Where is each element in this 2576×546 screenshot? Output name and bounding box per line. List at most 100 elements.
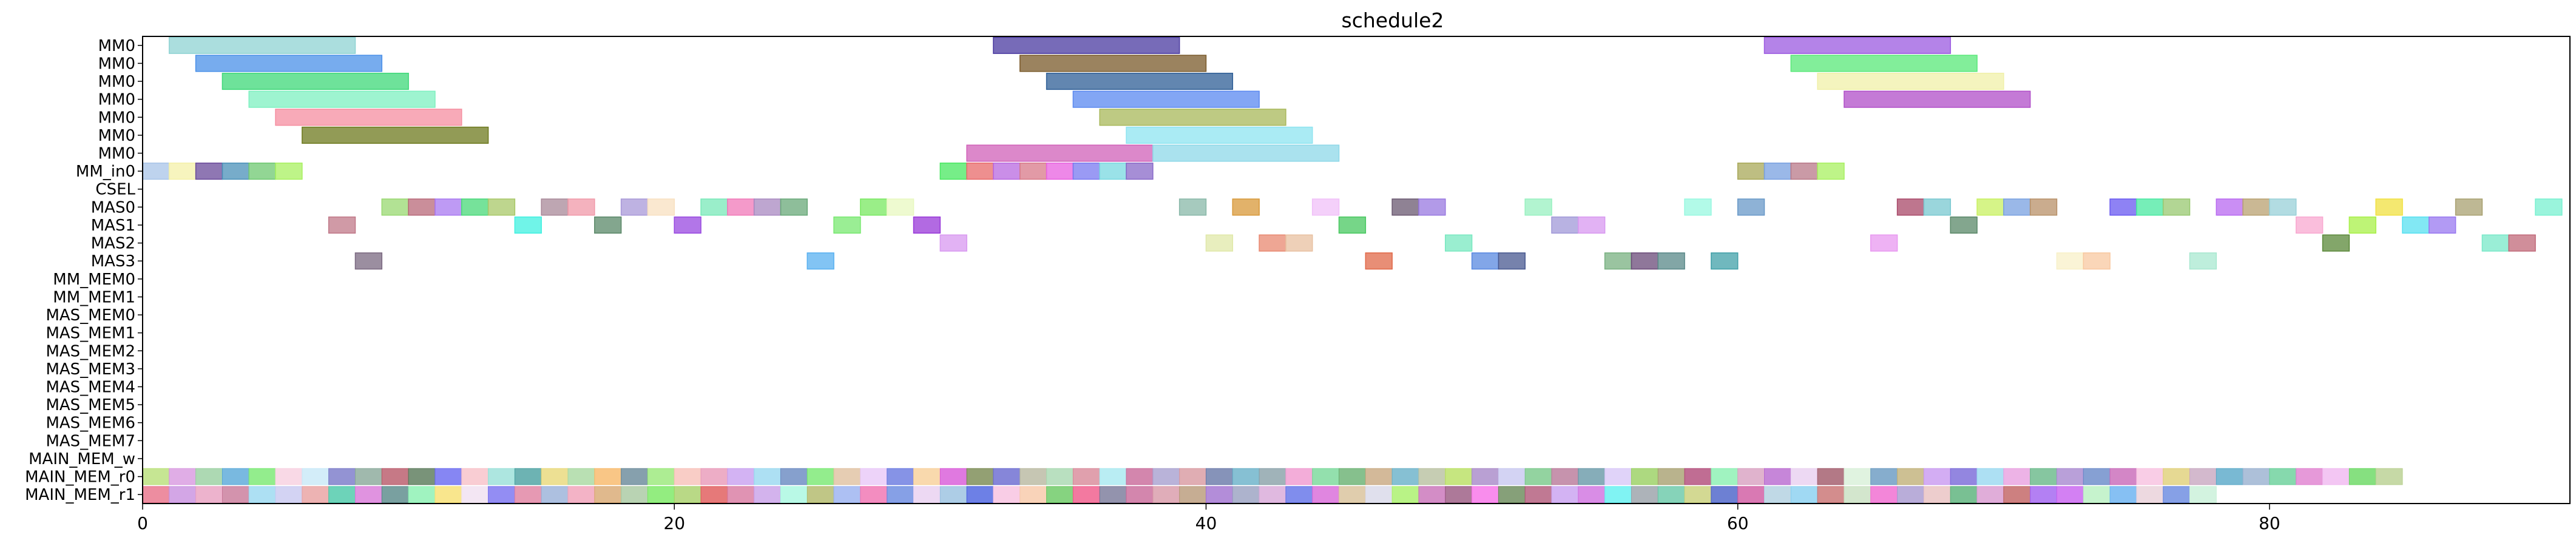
memory-access-bar [221,486,249,504]
memory-access-bar [887,486,914,504]
memory-access-bar [1152,468,1180,485]
plot-frame [142,36,2571,504]
memory-access-bar [354,486,382,504]
task-bar [1551,216,1579,234]
y-tick-label: MAIN_MEM_w [29,450,135,468]
task-bar [2269,198,2297,216]
task-bar [567,198,595,216]
memory-access-bar [700,486,728,504]
task-bar [541,198,569,216]
task-bar [2189,252,2217,270]
task-bar [1019,163,1047,180]
memory-access-bar [2136,486,2164,504]
task-bar [2322,234,2350,252]
task-bar [2056,252,2084,270]
task-bar [620,198,649,216]
y-tick-label: MM0 [98,73,135,91]
memory-access-bar [727,468,755,485]
x-tick-label: 40 [1195,513,1217,533]
memory-access-bar [1445,486,1473,504]
task-bar [939,163,967,180]
task-bar [1976,198,2004,216]
memory-access-bar [2296,468,2324,485]
task-bar [1737,198,1765,216]
task-bar [1099,163,1127,180]
memory-access-bar [1551,486,1579,504]
memory-access-bar [142,468,170,485]
memory-access-bar [1950,486,1978,504]
memory-access-bar [1897,468,1924,485]
y-tick-label: MM0 [98,37,135,55]
memory-access-bar [860,486,888,504]
memory-access-bar [1604,486,1632,504]
y-tick-label: MAS2 [91,235,135,253]
memory-access-bar [887,468,914,485]
memory-access-bar [1418,486,1446,504]
memory-access-bar [1365,486,1393,504]
y-tick-label: MM_MEM0 [53,271,135,289]
x-axis-ticks: 0 20 40 60 80 [137,504,2280,533]
task-bar [1684,198,1712,216]
task-bar [275,163,303,180]
y-tick-label: MAS0 [91,198,135,217]
memory-access-bar [1950,468,1978,485]
y-tick-label: MAS_MEM6 [46,414,135,433]
y-tick-label: MAS_MEM3 [46,360,135,379]
task-bar [700,198,728,216]
memory-access-bar [1578,468,1606,485]
memory-access-bar [1285,486,1313,504]
memory-access-bar [434,486,462,504]
memory-access-bar [674,486,701,504]
y-tick-label: MM0 [98,109,135,127]
task-bar [1072,90,1260,108]
task-bar [1126,126,1313,144]
memory-access-bar [2003,486,2031,504]
task-bar [1817,163,1845,180]
memory-access-bar [1339,468,1366,485]
memory-access-bar [1232,468,1260,485]
memory-access-bar [1205,486,1233,504]
task-bar [221,72,409,90]
memory-access-bar [1923,486,1951,504]
task-bar [1498,252,1526,270]
memory-access-bar [913,486,941,504]
task-bar [2481,234,2509,252]
task-bar [833,216,861,234]
task-bar [2535,198,2563,216]
task-bar [195,55,383,72]
task-bar [1152,144,1340,162]
task-bar [1099,109,1286,126]
task-bar [1232,198,1260,216]
memory-access-bar [1391,468,1419,485]
y-tick-label: MAIN_MEM_r1 [25,486,135,504]
task-bar [2348,216,2376,234]
memory-access-bar [142,486,170,504]
memory-access-bar [1870,486,1898,504]
task-bar [1178,198,1207,216]
y-tick-label: MAS_MEM1 [46,325,135,343]
task-bar [1578,216,1606,234]
memory-access-bar [1897,486,1924,504]
memory-access-bar [1711,486,1739,504]
memory-access-bar [1126,486,1154,504]
memory-access-bar [488,468,515,485]
task-bar [594,216,622,234]
memory-access-bar [1072,468,1100,485]
memory-access-bar [1259,468,1286,485]
task-bar [1311,198,1340,216]
memory-access-bar [1312,486,1340,504]
task-bar [381,198,409,216]
memory-access-bar [1657,468,1685,485]
task-bar [1737,163,1765,180]
memory-access-bar [275,468,303,485]
memory-access-bar [2136,468,2164,485]
memory-access-bar [248,486,276,504]
task-bar [221,163,249,180]
y-tick-label: MM0 [98,55,135,73]
memory-access-bar [993,468,1021,485]
memory-access-bar [1711,468,1739,485]
memory-access-bar [1046,486,1073,504]
task-bar [966,144,1154,162]
task-bar [674,216,701,234]
task-bars [142,36,2563,504]
